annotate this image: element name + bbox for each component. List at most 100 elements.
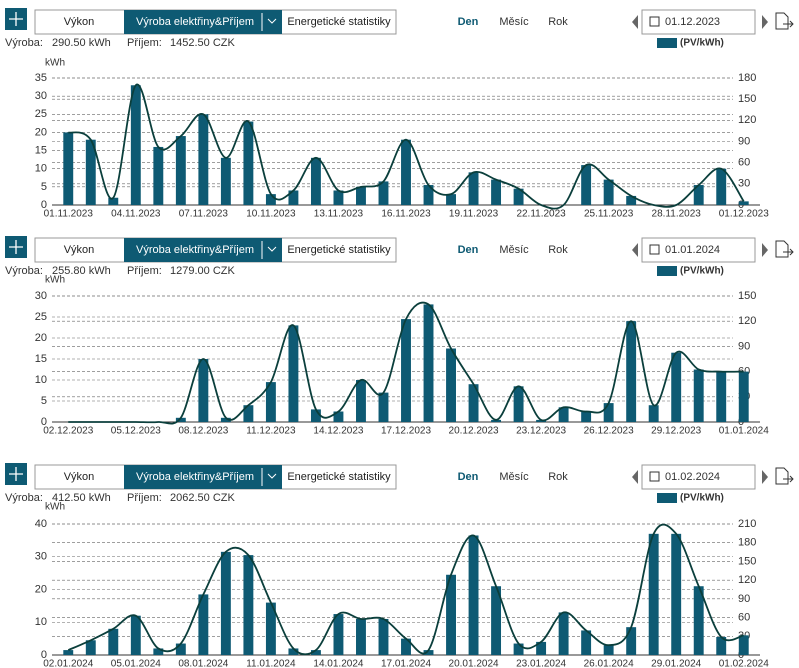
bar (536, 419, 547, 422)
legend-swatch (657, 266, 677, 276)
bar (310, 650, 321, 655)
bar (288, 648, 299, 655)
move-icon (9, 240, 23, 254)
period-link[interactable]: Měsíc (499, 244, 529, 256)
bar (265, 194, 276, 205)
x-tick-label: 02.01.2024 (43, 659, 93, 668)
y-tick-label: 5 (41, 395, 47, 407)
bar (491, 179, 502, 205)
bar (536, 641, 547, 655)
dropdown-icon (267, 18, 277, 24)
period-link[interactable]: Rok (548, 16, 568, 28)
y2-tick-label: 180 (738, 72, 756, 84)
bar (153, 146, 164, 205)
bar (333, 190, 344, 205)
tab-button[interactable]: Energetické statistiky (287, 471, 391, 483)
y2-tick-label: 120 (738, 315, 756, 327)
next-arrow[interactable] (762, 15, 768, 29)
tab-active[interactable] (124, 465, 282, 489)
next-arrow[interactable] (762, 470, 768, 484)
summary-value: 290.50 kWh (52, 37, 111, 49)
period-link[interactable]: Rok (548, 471, 568, 483)
dropdown-icon (267, 473, 277, 479)
tab-button[interactable]: Energetické statistiky (287, 244, 391, 256)
calendar-icon (649, 244, 660, 255)
y-tick-label: 40 (35, 518, 47, 530)
export-icon[interactable] (775, 12, 794, 30)
x-tick-label: 01.11.2023 (44, 209, 94, 220)
x-tick-label: 26.01.2024 (584, 659, 634, 668)
bar (175, 643, 186, 655)
tab-button[interactable]: Výkon (64, 244, 95, 256)
y2-tick-label: 60 (738, 611, 750, 623)
bar (626, 321, 637, 422)
x-tick-label: 11.01.2024 (246, 659, 296, 668)
bar (603, 403, 614, 422)
tab-active[interactable] (124, 238, 282, 262)
date-box[interactable] (641, 9, 756, 35)
tab-button[interactable]: Energetické statistiky (287, 16, 391, 28)
period-link[interactable]: Měsíc (499, 471, 529, 483)
y2-tick-label: 150 (738, 555, 756, 567)
period-link[interactable]: Měsíc (499, 16, 529, 28)
export-icon[interactable] (775, 240, 794, 258)
tab-button[interactable]: Výkon (64, 16, 95, 28)
next-arrow[interactable] (762, 243, 768, 257)
x-tick-label: 08.12.2023 (178, 426, 228, 437)
bar (648, 405, 659, 422)
summary-value: 412.50 kWh (52, 492, 111, 504)
x-tick-label: 19.11.2023 (449, 209, 499, 220)
bar (85, 640, 96, 655)
x-tick-label: 23.01.2024 (516, 659, 566, 668)
legend-label: (PV/kWh) (680, 266, 724, 277)
prev-arrow[interactable] (632, 15, 638, 29)
bar (648, 533, 659, 655)
bar (581, 630, 592, 655)
tab-button[interactable]: Výroba elektřiny&Příjem (136, 16, 254, 28)
date-text: 01.02.2024 (665, 471, 720, 483)
bar (310, 157, 321, 205)
bar (423, 185, 434, 205)
tab-button[interactable]: Výkon (64, 471, 95, 483)
bar (513, 643, 524, 655)
date-box[interactable] (641, 464, 756, 490)
bar (603, 645, 614, 655)
y-tick-label: 10 (35, 616, 47, 628)
bar (310, 409, 321, 422)
move-icon (9, 467, 23, 481)
x-tick-label: 04.11.2023 (111, 209, 161, 220)
prev-arrow[interactable] (632, 470, 638, 484)
tab-active[interactable] (124, 10, 282, 34)
summary-value: 1279.00 CZK (170, 265, 235, 277)
export-icon[interactable] (775, 467, 794, 485)
x-tick-label: 01.02.2024 (719, 659, 769, 668)
period-link[interactable]: Den (458, 16, 479, 28)
period-link[interactable]: Den (458, 471, 479, 483)
bar (108, 197, 119, 205)
bar (446, 574, 456, 655)
date-box[interactable] (641, 237, 756, 263)
x-tick-label: 26.12.2023 (584, 426, 634, 437)
bar (243, 555, 254, 655)
bar (220, 417, 231, 422)
bar (468, 172, 479, 205)
bar (491, 586, 502, 655)
prev-arrow[interactable] (632, 243, 638, 257)
bar (581, 165, 592, 205)
x-tick-label: 01.12.2023 (719, 209, 769, 220)
trend-line (67, 83, 745, 210)
bar (198, 359, 209, 422)
y2-tick-label: 120 (738, 114, 756, 126)
y-tick-label: 30 (35, 90, 47, 102)
bar (693, 185, 704, 205)
period-link[interactable]: Den (458, 244, 479, 256)
x-tick-label: 07.11.2023 (179, 209, 229, 220)
bar (130, 85, 141, 205)
tab-button[interactable]: Výroba elektřiny&Příjem (136, 244, 254, 256)
y-axis-label: kWh (45, 502, 65, 513)
period-link[interactable]: Rok (548, 244, 568, 256)
legend-label: (PV/kWh) (680, 493, 724, 504)
tab-button[interactable]: Výroba elektřiny&Příjem (136, 471, 254, 483)
bar (558, 612, 569, 655)
